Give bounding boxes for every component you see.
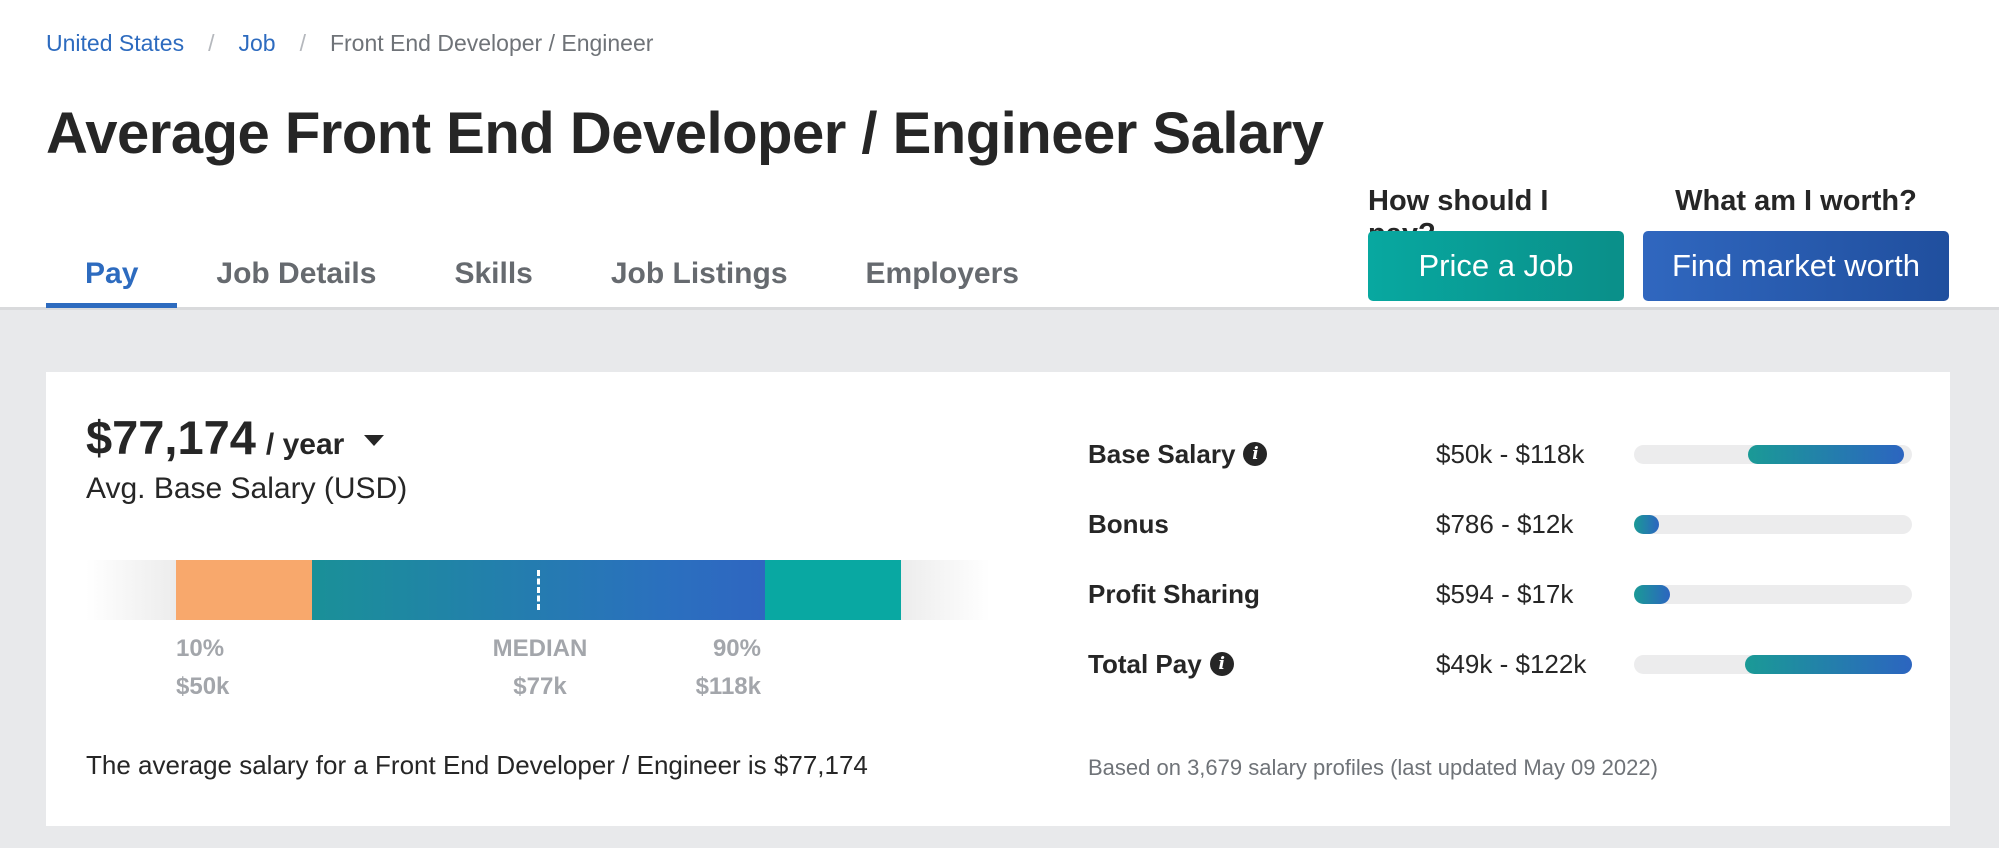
breadcrumb: United States / Job / Front End Develope… — [46, 30, 653, 57]
breakdown-name: Base Salary i — [1088, 438, 1268, 470]
breakdown-bar-track — [1634, 445, 1912, 464]
data-footnote: Based on 3,679 salary profiles (last upd… — [1088, 755, 1658, 780]
tab-job-details[interactable]: Job Details — [216, 257, 377, 290]
breakdown-bar-fill — [1634, 585, 1671, 604]
percentile-10-label: 10% — [176, 635, 225, 662]
median-label: MEDIAN — [492, 635, 588, 662]
breakdown-name: Bonus — [1088, 508, 1169, 540]
tab-employers[interactable]: Employers — [865, 257, 1019, 290]
breakdown-bar-track — [1634, 655, 1912, 674]
tab-job-listings[interactable]: Job Listings — [610, 257, 788, 290]
price-a-job-button[interactable]: Price a Job — [1368, 231, 1624, 301]
breakdown-label: Base Salary — [1088, 438, 1236, 469]
breakdown-bar-fill — [1747, 445, 1904, 464]
page-title: Average Front End Developer / Engineer S… — [46, 101, 1324, 166]
breadcrumb-separator: / — [299, 30, 306, 56]
percentile-10: 10% $50k — [176, 634, 229, 710]
breakdown-bar-fill — [1745, 655, 1912, 674]
salary-card: $77,174 / year Avg. Base Salary (USD) 10… — [46, 372, 1950, 826]
salary-range-labels: 10% $50k MEDIAN $77k 90% $118k — [86, 634, 990, 714]
pay-breakdown: Base Salary i $50k - $118k Bonus $786 - … — [1088, 438, 1918, 718]
salary-range-bar — [86, 560, 990, 620]
market-worth-cta: What am I worth? Find market worth — [1643, 185, 1949, 301]
breadcrumb-separator: / — [208, 30, 215, 56]
breakdown-row: Bonus $786 - $12k — [1088, 508, 1918, 578]
breakdown-range: $786 - $12k — [1436, 508, 1574, 539]
range-segment-high — [765, 560, 901, 620]
breakdown-label: Profit Sharing — [1088, 578, 1260, 609]
breakdown-range: $49k - $122k — [1436, 648, 1587, 679]
percentile-90: 90% $118k — [696, 634, 761, 710]
breakdown-bar-track — [1634, 515, 1912, 534]
pay-question: How should I pay? — [1368, 185, 1549, 250]
info-icon[interactable]: i — [1243, 442, 1268, 466]
worth-question: What am I worth? — [1675, 185, 1917, 217]
percentile-10-value: $50k — [176, 673, 230, 700]
info-icon[interactable]: i — [1209, 652, 1234, 676]
tab-bar: Pay Job Details Skills Job Listings Empl… — [46, 240, 1058, 308]
salary-summary: The average salary for a Front End Devel… — [86, 750, 868, 780]
salary-amount: $77,174 / year — [86, 410, 385, 465]
breadcrumb-link-job[interactable]: Job — [238, 30, 276, 56]
tab-pay[interactable]: Pay — [46, 240, 178, 308]
breakdown-range: $50k - $118k — [1436, 438, 1585, 469]
salary-value: $77,174 — [86, 411, 256, 464]
percentile-90-value: $118k — [695, 673, 761, 700]
breakdown-range: $594 - $17k — [1436, 578, 1574, 609]
breakdown-row: Profit Sharing $594 - $17k — [1088, 578, 1918, 648]
median-value: $77k — [513, 673, 567, 700]
breakdown-row: Base Salary i $50k - $118k — [1088, 438, 1918, 508]
breadcrumb-link-country[interactable]: United States — [46, 30, 185, 56]
header-section: United States / Job / Front End Develope… — [0, 0, 1999, 310]
breakdown-label: Bonus — [1088, 508, 1169, 539]
price-job-cta: How should I pay? Price a Job — [1368, 185, 1624, 301]
breakdown-name: Profit Sharing — [1088, 578, 1260, 610]
median-marker — [537, 570, 540, 610]
breakdown-row: Total Pay i $49k - $122k — [1088, 648, 1918, 718]
range-segment-low — [176, 560, 312, 620]
percentile-90-label: 90% — [712, 635, 761, 662]
breadcrumb-current: Front End Developer / Engineer — [329, 30, 654, 56]
tab-skills[interactable]: Skills — [454, 257, 533, 290]
find-market-worth-button[interactable]: Find market worth — [1643, 231, 1949, 301]
breakdown-label: Total Pay — [1088, 648, 1202, 679]
pay-period-label[interactable]: / year — [265, 428, 345, 461]
breakdown-bar-track — [1634, 585, 1912, 604]
avg-salary-label: Avg. Base Salary (USD) — [86, 472, 408, 505]
median: MEDIAN $77k — [493, 634, 588, 710]
caret-down-icon[interactable] — [364, 435, 385, 446]
breakdown-bar-fill — [1634, 515, 1660, 534]
breakdown-name: Total Pay i — [1088, 648, 1234, 680]
